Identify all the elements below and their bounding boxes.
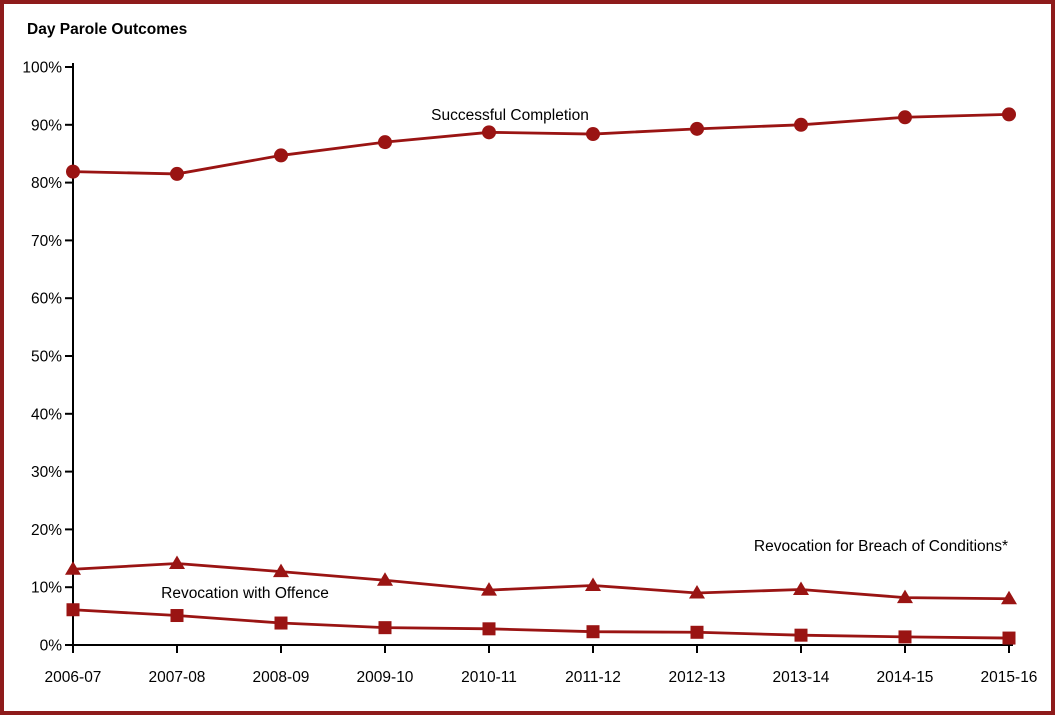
data-point-circle-successful-completion xyxy=(66,164,80,179)
data-point-circle-successful-completion xyxy=(378,135,392,150)
series-label-revocation-breach: Revocation for Breach of Conditions* xyxy=(754,538,1008,555)
data-point-triangle-revocation-for-breach-of-conditions xyxy=(897,589,913,604)
data-point-triangle-revocation-for-breach-of-conditions xyxy=(585,577,601,591)
data-point-square-revocation-with-offence xyxy=(66,603,80,617)
x-tick-label: 2007-08 xyxy=(149,669,206,686)
data-point-circle-successful-completion xyxy=(898,110,912,125)
data-point-circle-successful-completion xyxy=(794,117,808,132)
data-point-circle-successful-completion xyxy=(690,121,704,136)
x-tick-label: 2006-07 xyxy=(45,669,102,686)
x-tick-label: 2014-15 xyxy=(877,669,934,686)
y-tick-label: 70% xyxy=(31,233,62,250)
x-tick-label: 2012-13 xyxy=(669,669,726,686)
series-line-revocation-for-breach-of-conditions xyxy=(72,562,1010,601)
data-point-square-revocation-with-offence xyxy=(170,609,184,623)
data-point-square-revocation-with-offence xyxy=(378,621,392,635)
y-tick-label: 30% xyxy=(31,464,62,481)
data-point-triangle-revocation-for-breach-of-conditions xyxy=(273,563,289,578)
data-point-triangle-revocation-for-breach-of-conditions xyxy=(481,582,497,596)
data-point-square-revocation-with-offence xyxy=(586,625,600,639)
y-tick-label: 50% xyxy=(31,349,62,366)
data-point-triangle-revocation-for-breach-of-conditions xyxy=(1001,590,1017,605)
data-point-circle-successful-completion xyxy=(170,166,184,181)
data-point-circle-successful-completion xyxy=(1002,107,1016,122)
data-point-square-revocation-with-offence xyxy=(482,622,496,636)
y-tick-label: 100% xyxy=(22,60,62,77)
axes: 0% 10% 20% 30% 40% 50% 60% 70% 80% 90% 100% 2006-07… xyxy=(22,60,1037,687)
data-point-square-revocation-with-offence xyxy=(898,630,912,644)
y-tick-label: 20% xyxy=(31,522,62,539)
x-tick-label: 2010-11 xyxy=(461,669,517,686)
data-point-circle-successful-completion xyxy=(482,125,496,140)
chart-title: Day Parole Outcomes xyxy=(27,21,187,38)
series-label-successful-completion: Successful Completion xyxy=(431,107,589,124)
data-point-square-revocation-with-offence xyxy=(274,616,288,630)
y-tick-label: 90% xyxy=(31,117,62,134)
data-point-triangle-revocation-for-breach-of-conditions xyxy=(377,572,393,586)
data-point-circle-successful-completion xyxy=(274,148,288,163)
series-line-successful-completion xyxy=(72,112,1010,176)
y-tick-label: 10% xyxy=(31,580,62,597)
data-point-circle-successful-completion xyxy=(586,127,600,142)
series-label-revocation-offence: Revocation with Offence xyxy=(161,585,329,602)
y-tick-label: 0% xyxy=(40,638,63,655)
data-point-square-revocation-with-offence xyxy=(1002,631,1016,645)
series-lines xyxy=(65,107,1017,645)
data-point-triangle-revocation-for-breach-of-conditions xyxy=(689,584,705,599)
data-point-square-revocation-with-offence xyxy=(690,625,704,639)
x-tick-label: 2013-14 xyxy=(773,669,830,686)
x-tick-label: 2015-16 xyxy=(981,669,1038,686)
y-tick-label: 80% xyxy=(31,175,62,192)
data-point-triangle-revocation-for-breach-of-conditions xyxy=(65,561,81,575)
x-tick-label: 2008-09 xyxy=(253,669,310,686)
y-tick-label: 40% xyxy=(31,406,62,423)
y-tick-label: 60% xyxy=(31,291,62,308)
series-line-revocation-with-offence xyxy=(72,608,1010,640)
data-point-square-revocation-with-offence xyxy=(794,628,808,642)
x-tick-label: 2011-12 xyxy=(565,669,621,686)
data-point-triangle-revocation-for-breach-of-conditions xyxy=(169,555,185,570)
x-tick-label: 2009-10 xyxy=(357,669,414,686)
data-point-triangle-revocation-for-breach-of-conditions xyxy=(793,581,809,596)
